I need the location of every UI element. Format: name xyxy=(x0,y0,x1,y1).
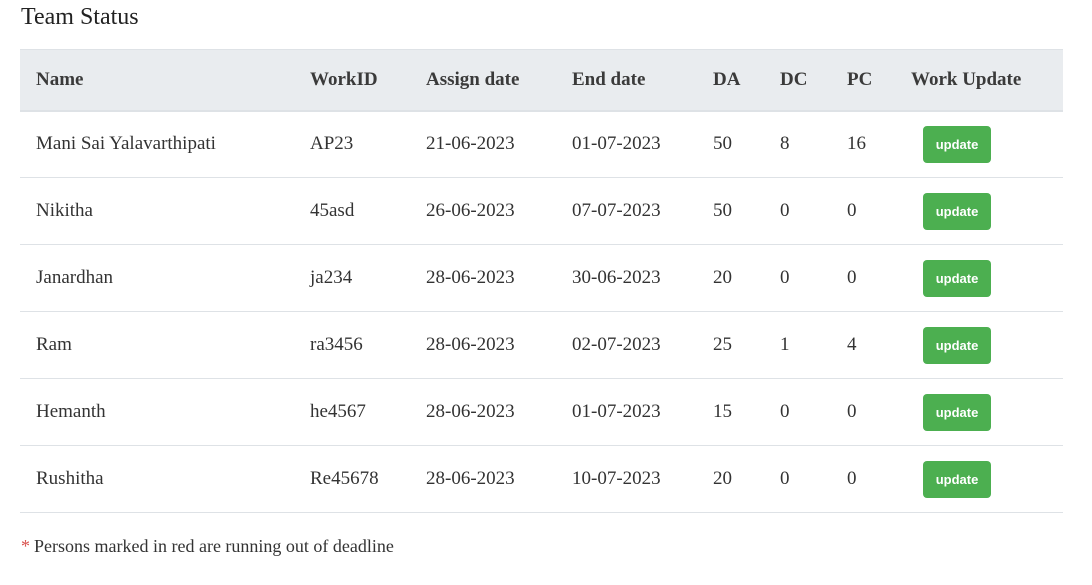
cell-work-update: update xyxy=(895,111,1063,178)
header-work-update: Work Update xyxy=(895,49,1063,112)
cell-da: 50 xyxy=(713,200,732,221)
footnote-asterisk: * xyxy=(21,536,30,556)
table-row: Rushitha Re45678 28-06-2023 10-07-2023 2… xyxy=(20,446,1063,513)
header-dc: DC xyxy=(764,49,831,112)
header-pc: PC xyxy=(831,49,895,112)
cell-end-date: 30-06-2023 xyxy=(572,267,661,288)
cell-pc: 0 xyxy=(847,200,857,221)
cell-work-id: AP23 xyxy=(310,133,354,155)
cell-assign-date: 28-06-2023 xyxy=(426,334,515,355)
table-header-row: Name WorkID Assign date End date DA DC P… xyxy=(20,49,1063,112)
header-assign-date: Assign date xyxy=(410,49,556,112)
header-name: Name xyxy=(20,49,294,112)
update-button[interactable]: update xyxy=(923,460,991,498)
header-da: DA xyxy=(697,49,764,112)
cell-assign-date: 28-06-2023 xyxy=(426,468,515,489)
cell-work-update: update xyxy=(895,446,1063,513)
cell-name: Hemanth xyxy=(36,401,106,422)
cell-work-id: Re45678 xyxy=(310,468,379,489)
cell-dc: 8 xyxy=(780,133,790,155)
cell-pc: 0 xyxy=(847,468,857,489)
cell-assign-date: 28-06-2023 xyxy=(426,401,515,422)
cell-end-date: 02-07-2023 xyxy=(572,334,661,355)
cell-pc: 0 xyxy=(847,267,857,288)
cell-pc: 0 xyxy=(847,401,857,422)
update-button[interactable]: update xyxy=(923,259,991,297)
cell-assign-date: 28-06-2023 xyxy=(426,267,515,288)
cell-assign-date: 26-06-2023 xyxy=(426,200,515,221)
cell-work-id: he4567 xyxy=(310,401,366,422)
header-work-id: WorkID xyxy=(294,49,410,112)
cell-dc: 0 xyxy=(780,267,790,288)
cell-work-update: update xyxy=(895,379,1063,446)
cell-work-id: ra3456 xyxy=(310,334,363,355)
cell-work-update: update xyxy=(895,178,1063,245)
team-status-table: Name WorkID Assign date End date DA DC P… xyxy=(20,49,1063,513)
table-row: Mani Sai Yalavarthipati AP23 21-06-2023 … xyxy=(20,111,1063,178)
table-row: Janardhan ja234 28-06-2023 30-06-2023 20… xyxy=(20,245,1063,312)
cell-name: Ram xyxy=(36,334,72,355)
cell-end-date: 10-07-2023 xyxy=(572,468,661,489)
cell-da: 15 xyxy=(713,401,732,422)
cell-da: 20 xyxy=(713,267,732,288)
cell-da: 50 xyxy=(713,133,732,155)
cell-dc: 0 xyxy=(780,200,790,221)
footnote-text: Persons marked in red are running out of… xyxy=(34,536,394,556)
cell-name: Janardhan xyxy=(36,267,114,288)
cell-name: Mani Sai Yalavarthipati xyxy=(36,133,216,155)
cell-pc: 4 xyxy=(847,334,857,355)
update-button[interactable]: update xyxy=(923,125,991,163)
cell-dc: 1 xyxy=(780,334,790,355)
cell-end-date: 01-07-2023 xyxy=(572,133,661,155)
header-end-date: End date xyxy=(556,49,697,112)
cell-dc: 0 xyxy=(780,468,790,489)
cell-pc: 16 xyxy=(847,133,866,155)
table-header: Name WorkID Assign date End date DA DC P… xyxy=(20,49,1063,112)
cell-work-update: update xyxy=(895,245,1063,312)
deadline-footnote: * Persons marked in red are running out o… xyxy=(21,536,394,557)
cell-work-id: 45asd xyxy=(310,200,355,221)
update-button[interactable]: update xyxy=(923,326,991,364)
cell-name: Nikitha xyxy=(36,200,93,221)
table-row: Nikitha 45asd 26-06-2023 07-07-2023 50 0… xyxy=(20,178,1063,245)
table-row: Hemanth he4567 28-06-2023 01-07-2023 15 … xyxy=(20,379,1063,446)
cell-work-update: update xyxy=(895,312,1063,379)
cell-end-date: 01-07-2023 xyxy=(572,401,661,422)
update-button[interactable]: update xyxy=(923,393,991,431)
cell-end-date: 07-07-2023 xyxy=(572,200,661,221)
table-row: Ram ra3456 28-06-2023 02-07-2023 25 1 4 … xyxy=(20,312,1063,379)
page-title: Team Status xyxy=(21,4,139,30)
update-button[interactable]: update xyxy=(923,192,991,230)
cell-work-id: ja234 xyxy=(310,267,353,288)
table-body: Mani Sai Yalavarthipati AP23 21-06-2023 … xyxy=(20,111,1063,513)
cell-assign-date: 21-06-2023 xyxy=(426,133,515,155)
cell-name: Rushitha xyxy=(36,468,104,489)
cell-dc: 0 xyxy=(780,401,790,422)
cell-da: 25 xyxy=(713,334,732,355)
cell-da: 20 xyxy=(713,468,732,489)
